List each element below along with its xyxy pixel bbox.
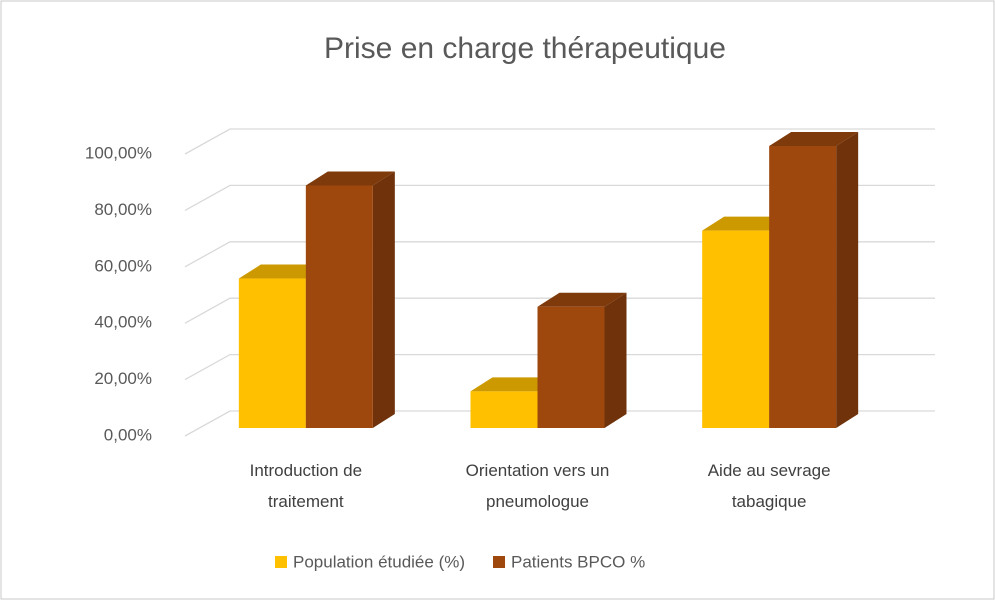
y-tick-label: 60,00%: [94, 256, 152, 275]
legend-label: Patients BPCO %: [511, 552, 645, 571]
legend-swatch: [493, 556, 506, 568]
grid-line: [184, 297, 935, 324]
bar-side: [372, 171, 395, 429]
y-tick-label: 100,00%: [85, 143, 152, 162]
bar-top: [470, 377, 560, 392]
grid-line: [184, 353, 935, 381]
x-tick-label: Introduction de traitement: [249, 461, 363, 511]
y-tick-label: 40,00%: [94, 313, 152, 332]
grid-line: [184, 241, 935, 268]
grid-line: [184, 184, 935, 211]
y-tick-label: 20,00%: [94, 369, 152, 388]
bar: [305, 185, 373, 428]
grid-line: [184, 128, 935, 155]
bar: [238, 278, 306, 428]
legend-swatch: [275, 556, 287, 568]
y-tick-label: 80,00%: [94, 200, 152, 219]
y-tick-label: 0,00%: [104, 425, 152, 444]
chart-title: Prise en charge thérapeutique: [324, 32, 726, 65]
bar-top: [537, 292, 627, 307]
bar: [769, 146, 837, 428]
bar-top: [702, 216, 792, 231]
bar-side: [604, 292, 627, 428]
bar: [470, 391, 538, 428]
x-tick-label: Aide au sevrage tabagique: [707, 461, 831, 511]
bar: [702, 230, 770, 428]
legend-label: Population étudiée (%): [293, 552, 465, 571]
bar-side: [836, 132, 859, 428]
x-tick-label: Orientation vers un pneumologue: [465, 461, 610, 511]
bar-top: [769, 132, 859, 146]
bar: [537, 306, 605, 428]
bar-top: [305, 171, 395, 186]
bar-top: [238, 264, 328, 279]
grid-line: [184, 410, 935, 437]
